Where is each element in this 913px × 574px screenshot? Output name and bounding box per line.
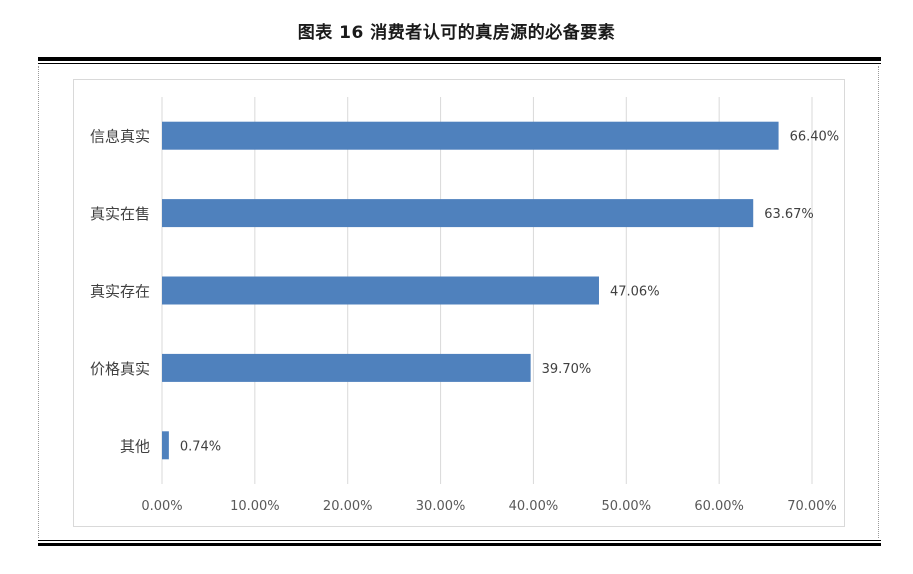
data-label: 39.70%	[542, 362, 592, 377]
bar	[162, 199, 754, 228]
label-layer: 0.00% 10.00% 20.00% 30.00% 40.00% 50.00% 60.00…	[90, 128, 839, 514]
data-label: 66.40%	[790, 130, 840, 145]
x-tick-label: 70.00%	[787, 499, 837, 514]
x-tick-label: 60.00%	[694, 499, 744, 514]
bar	[162, 431, 169, 460]
data-label: 63.67%	[764, 207, 814, 222]
top-rule-thin	[38, 63, 881, 64]
category-label: 其他	[120, 437, 150, 455]
bar	[162, 276, 599, 305]
x-tick-label: 10.00%	[230, 499, 280, 514]
data-label: 47.06%	[610, 285, 660, 300]
bar-layer	[162, 121, 779, 460]
x-tick-label: 30.00%	[416, 499, 466, 514]
category-label: 价格真实	[90, 360, 150, 378]
chart-title: 图表 16 消费者认可的真房源的必备要素	[297, 23, 616, 43]
data-label: 0.74%	[180, 439, 221, 454]
x-tick-label: 40.00%	[509, 499, 559, 514]
x-tick-label: 50.00%	[601, 499, 651, 514]
bar	[162, 353, 531, 382]
bottom-rule-thin	[38, 540, 881, 541]
bottom-rule-thick	[38, 543, 881, 546]
top-rule-thick	[38, 57, 881, 61]
x-tick-label: 0.00%	[141, 499, 182, 514]
category-label: 信息真实	[90, 128, 150, 146]
category-label: 真实存在	[90, 283, 150, 301]
x-tick-label: 20.00%	[323, 499, 373, 514]
bar	[162, 121, 779, 150]
outer-dotted-frame	[38, 66, 879, 538]
category-label: 真实在售	[90, 205, 150, 223]
